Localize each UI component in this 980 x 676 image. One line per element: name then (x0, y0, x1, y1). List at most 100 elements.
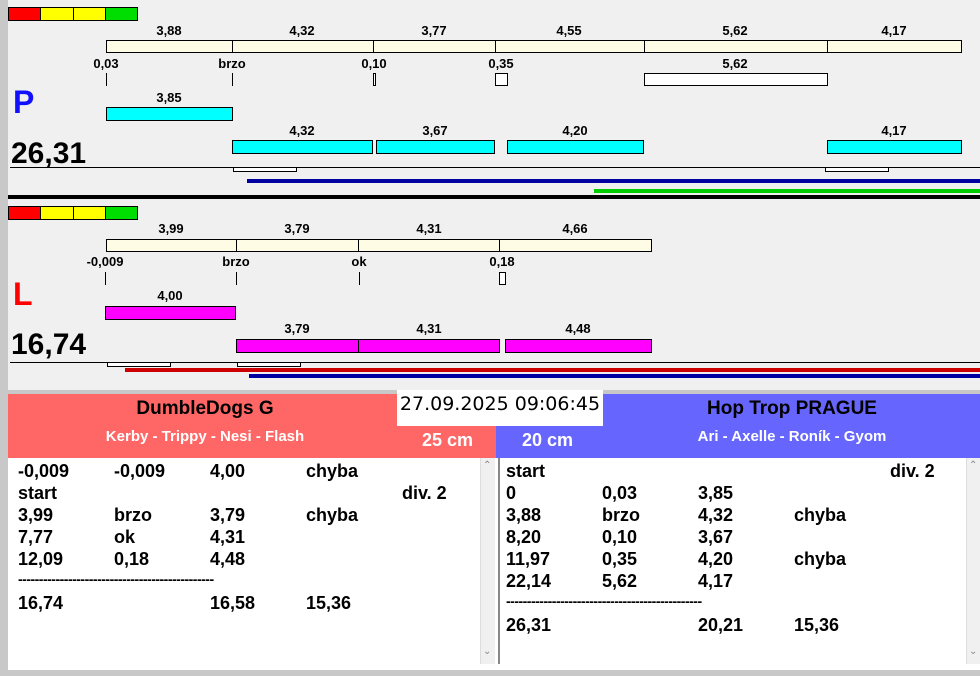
segment-bar (499, 239, 652, 252)
start-light-p (8, 7, 138, 21)
run-bar (507, 140, 644, 154)
scroll-down-icon[interactable]: ⌄ (969, 646, 978, 657)
result-separator: ----------------------------------------… (506, 593, 702, 609)
result-separator: ----------------------------------------… (18, 571, 214, 587)
reaction-label: ok (351, 254, 367, 269)
left-team-dogs: Kerby - Trippy - Nesi - Flash (105, 428, 305, 445)
right-results-list: start div. 2 0 0,03 3,85 3,88 brzo 4,32 … (498, 458, 980, 664)
gate-marker (233, 168, 297, 172)
segment-label: 4,31 (416, 221, 442, 236)
light-red (9, 207, 42, 219)
segment-label: 3,88 (156, 23, 182, 38)
run-label: 4,32 (289, 123, 315, 138)
run-label: 4,31 (416, 321, 442, 336)
segment-label: 4,32 (289, 23, 315, 38)
left-team-name: DumbleDogs G (136, 398, 274, 419)
run-bar (236, 339, 359, 353)
gate-marker (825, 168, 889, 172)
lane-total-time: 26,31 (11, 137, 87, 170)
segment-label: 4,17 (881, 23, 907, 38)
results-panel: DumbleDogs G Kerby - Trippy - Nesi - Fla… (8, 390, 980, 670)
lane-total-time: 16,74 (11, 328, 87, 361)
left-results-list: -0,009 -0,009 4,00 chyba start div. 2 3,… (8, 458, 496, 664)
run-label: 3,79 (284, 321, 310, 336)
reaction-label: 0,35 (488, 56, 514, 71)
light-yellow-1 (41, 8, 74, 20)
reaction-label: -0,009 (86, 254, 124, 269)
run-label: 4,17 (881, 123, 907, 138)
lane-l-panel: 3,99 3,79 4,31 4,66 -0,009 brzo ok 0,18 … (8, 199, 980, 390)
scroll-down-icon[interactable]: ⌄ (483, 646, 492, 657)
run-label: 4,00 (157, 288, 183, 303)
reaction-label: 5,62 (722, 56, 748, 71)
segment-bar (495, 40, 645, 53)
lane-letter-p: P (13, 84, 35, 120)
run-label: 3,85 (156, 90, 182, 105)
segment-bar (106, 239, 237, 252)
segment-bar (106, 40, 233, 53)
run-bar (358, 339, 500, 353)
run-bar (376, 140, 495, 154)
segment-bar (373, 40, 496, 53)
reaction-label: 0,03 (93, 56, 119, 71)
progress-line-blue (249, 374, 980, 378)
reaction-marker (644, 73, 828, 86)
reaction-marker (373, 73, 376, 86)
gate-marker (107, 363, 171, 367)
segment-bar (644, 40, 828, 53)
lane-letter-l: L (13, 276, 33, 312)
left-scrollbar[interactable]: ⌃ ⌄ (480, 458, 495, 664)
lane-baseline (10, 167, 980, 168)
datetime-display: 27.09.2025 09:06:45 (397, 390, 603, 426)
left-team-height: 25 cm (422, 430, 474, 450)
lane-baseline (10, 362, 980, 363)
reaction-marker (495, 73, 508, 86)
segment-bar (236, 239, 359, 252)
light-yellow-2 (73, 8, 106, 20)
reaction-tick (106, 73, 107, 86)
segment-bar (358, 239, 500, 252)
right-team-height: 20 cm (522, 430, 574, 450)
run-bar (827, 140, 962, 154)
run-bar (505, 339, 652, 353)
reaction-tick (105, 272, 106, 285)
right-scrollbar[interactable]: ⌃ ⌄ (966, 458, 980, 664)
reaction-label: 0,18 (489, 254, 515, 269)
segment-label: 5,62 (722, 23, 748, 38)
reaction-tick (236, 272, 237, 285)
reaction-label: 0,10 (361, 56, 387, 71)
lane-p-panel: 3,88 4,32 3,77 4,55 5,62 4,17 0,03 brzo … (8, 0, 980, 196)
gate-marker (237, 363, 301, 367)
segment-label: 4,55 (556, 23, 582, 38)
reaction-tick (359, 272, 360, 285)
reaction-marker (499, 272, 506, 285)
lane-divider (8, 195, 980, 199)
segment-label: 3,79 (284, 221, 310, 236)
right-team-name: Hop Trop PRAGUE (707, 398, 877, 419)
right-team-header: Hop Trop PRAGUE Ari - Axelle - Roník - G… (496, 394, 980, 458)
scroll-up-icon[interactable]: ⌃ (483, 460, 492, 471)
segment-label: 4,66 (562, 221, 588, 236)
run-bar (105, 306, 236, 320)
progress-line-blue (247, 179, 980, 183)
segment-bar (232, 40, 374, 53)
segment-bar (827, 40, 962, 53)
run-bar (232, 140, 373, 154)
run-label: 3,67 (422, 123, 448, 138)
light-red (9, 8, 42, 20)
reaction-label: brzo (222, 254, 250, 269)
light-green (105, 207, 137, 219)
segment-label: 3,77 (421, 23, 447, 38)
reaction-label: brzo (218, 56, 246, 71)
run-bar (106, 107, 233, 121)
light-yellow-1 (41, 207, 74, 219)
run-label: 4,48 (565, 321, 591, 336)
run-label: 4,20 (562, 123, 588, 138)
segment-label: 3,99 (158, 221, 184, 236)
scroll-up-icon[interactable]: ⌃ (969, 460, 978, 471)
right-team-dogs: Ari - Axelle - Roník - Gyom (697, 428, 887, 445)
light-yellow-2 (73, 207, 106, 219)
reaction-tick (232, 73, 233, 86)
light-green (105, 8, 137, 20)
progress-line-green (594, 189, 980, 193)
